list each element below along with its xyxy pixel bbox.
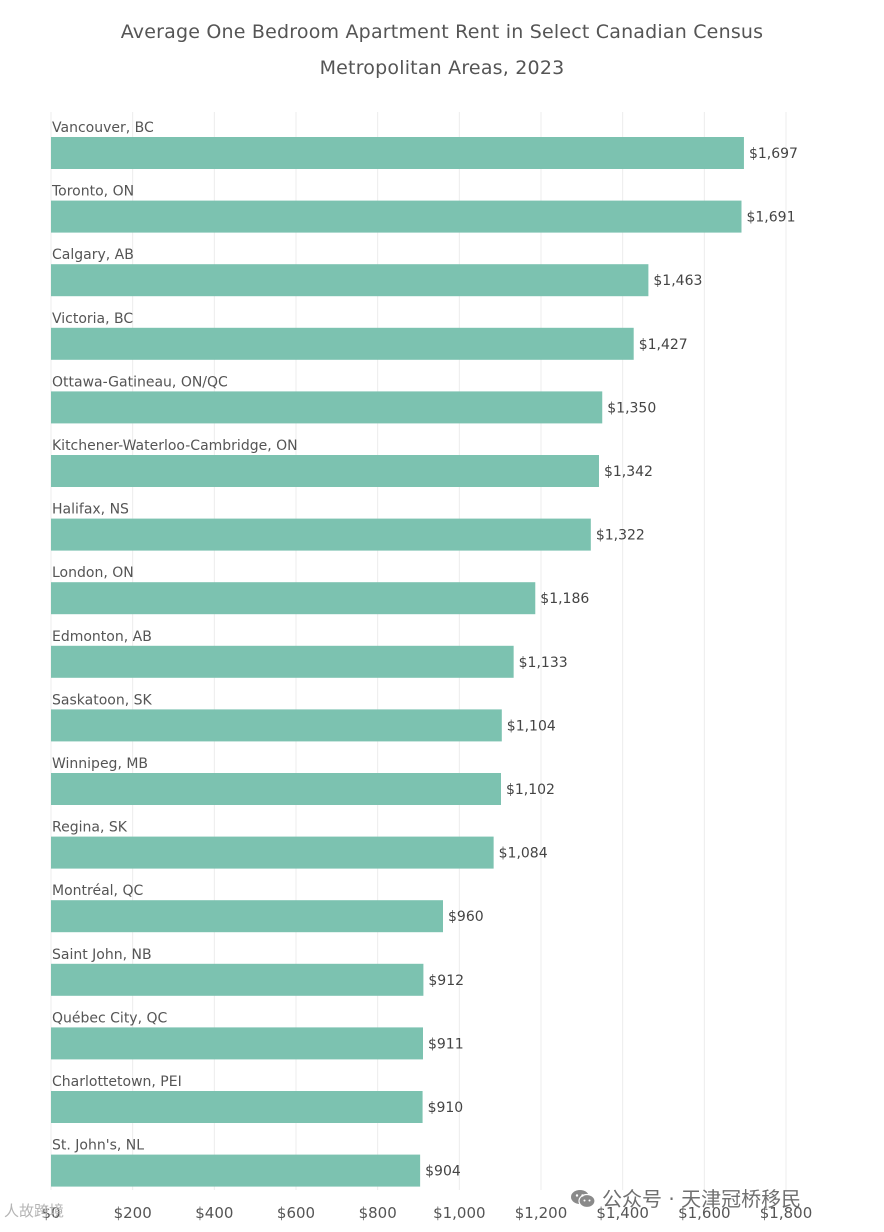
chart-title: Average One Bedroom Apartment Rent in Se…	[0, 14, 884, 86]
bar	[51, 327, 634, 360]
chart-title-line-2: Metropolitan Areas, 2023	[319, 57, 565, 79]
value-label: $1,463	[653, 273, 702, 289]
category-label: Charlottetown, PEI	[52, 1074, 182, 1090]
category-label: Kitchener-Waterloo-Cambridge, ON	[52, 438, 298, 454]
wechat-icon	[571, 1190, 596, 1209]
x-tick-label: $600	[277, 1204, 315, 1222]
x-tick-label: $800	[359, 1204, 397, 1222]
value-label: $1,691	[746, 210, 795, 226]
value-label: $910	[428, 1100, 464, 1116]
value-label: $911	[428, 1036, 464, 1052]
value-label: $1,342	[604, 464, 653, 480]
bar	[51, 582, 536, 615]
x-tick-label: $1,600	[678, 1204, 731, 1222]
category-label: Regina, SK	[52, 820, 128, 836]
value-label: $1,102	[506, 782, 555, 798]
bar	[51, 1154, 421, 1187]
bars	[51, 137, 744, 1187]
bar	[51, 455, 599, 487]
bar	[51, 900, 443, 933]
category-label: Winnipeg, MB	[52, 756, 148, 772]
x-tick-label: $1,800	[760, 1204, 813, 1222]
x-axis-tick-labels: $0 $200 $400 $600 $800 $1,000 $1,200 $1,400 $1,6…	[41, 1204, 812, 1222]
category-label: Calgary, AB	[52, 247, 134, 263]
value-label: $904	[425, 1164, 461, 1180]
watermark-left: 人故跨境	[4, 1200, 64, 1221]
category-label: Toronto, ON	[51, 184, 134, 200]
x-tick-label: $200	[114, 1204, 152, 1222]
category-labels: Vancouver, BC Toronto, ON Calgary, AB Victo…	[51, 120, 298, 1154]
value-label: $1,084	[499, 846, 548, 862]
category-label: Vancouver, BC	[52, 120, 154, 136]
bar	[51, 773, 501, 805]
category-label: Québec City, QC	[52, 1010, 168, 1026]
category-label: Saint John, NB	[52, 947, 152, 963]
category-label: St. John's, NL	[52, 1138, 144, 1154]
value-labels: $1,697 $1,691 $1,463 $1,427 $1,350 $1,342 $1,3…	[425, 146, 798, 1180]
chart-title-line-1: Average One Bedroom Apartment Rent in Se…	[120, 21, 764, 43]
category-label: Saskatoon, SK	[52, 692, 152, 708]
value-label: $1,322	[596, 528, 645, 544]
category-label: Montréal, QC	[52, 883, 143, 899]
x-tick-label: $400	[195, 1204, 233, 1222]
value-label: $1,133	[519, 655, 568, 671]
bar	[51, 137, 744, 169]
x-tick-label: $0	[41, 1204, 60, 1222]
bar	[51, 963, 424, 996]
category-label: Victoria, BC	[52, 311, 133, 327]
watermark-left-text: 人故跨境	[4, 1202, 65, 1220]
watermark-right-text: 公众号 · 天津冠桥移民	[602, 1187, 802, 1211]
x-tick-label: $1,200	[515, 1204, 568, 1222]
bar	[51, 264, 649, 297]
watermark-right: 公众号 · 天津冠桥移民	[570, 1183, 801, 1212]
bar	[51, 645, 514, 678]
bar	[51, 200, 742, 233]
bar	[51, 836, 494, 869]
category-label: Edmonton, AB	[52, 629, 152, 645]
x-tick-label: $1,000	[433, 1204, 486, 1222]
value-label: $1,350	[607, 400, 656, 416]
category-label: Ottawa-Gatineau, ON/QC	[52, 374, 228, 390]
value-label: $960	[448, 909, 484, 925]
value-label: $1,697	[749, 146, 798, 162]
bar	[51, 1091, 423, 1123]
bar	[51, 391, 603, 424]
bar	[51, 709, 502, 742]
value-label: $1,104	[507, 718, 556, 734]
value-label: $912	[428, 973, 464, 989]
x-tick-label: $1,400	[596, 1204, 649, 1222]
value-label: $1,427	[639, 337, 688, 353]
bar	[51, 518, 591, 551]
category-label: Halifax, NS	[52, 502, 129, 518]
category-label: London, ON	[52, 565, 134, 581]
value-label: $1,186	[540, 591, 589, 607]
bar	[51, 1027, 423, 1060]
